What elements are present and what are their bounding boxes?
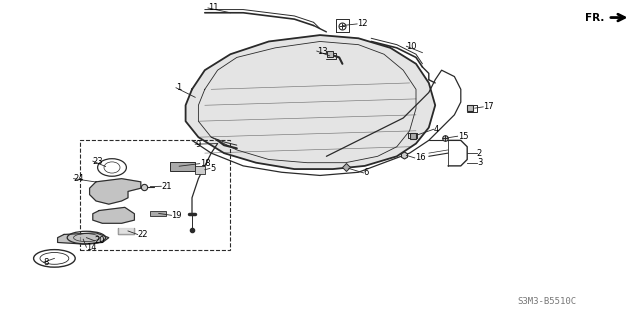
Bar [80, 140, 230, 250]
Text: 15: 15 [458, 132, 468, 141]
Text: 12: 12 [357, 19, 367, 28]
Text: 2: 2 [477, 149, 482, 158]
Bar [195, 166, 205, 174]
Bar [170, 162, 195, 171]
Polygon shape [118, 228, 134, 234]
Bar [150, 211, 166, 216]
Text: 21: 21 [161, 182, 172, 191]
Text: 17: 17 [483, 102, 494, 111]
Text: 20: 20 [95, 236, 105, 245]
Text: 9: 9 [195, 140, 200, 149]
Text: 24: 24 [74, 174, 84, 183]
Text: 14: 14 [86, 243, 97, 252]
Text: 1: 1 [176, 83, 181, 92]
Text: 13: 13 [317, 47, 328, 56]
Text: 4: 4 [434, 125, 439, 134]
Text: 5: 5 [210, 164, 215, 173]
Polygon shape [93, 207, 134, 223]
Text: 23: 23 [93, 157, 104, 166]
Text: 18: 18 [200, 159, 211, 168]
Text: 11: 11 [208, 4, 218, 12]
Text: 19: 19 [172, 211, 182, 220]
Text: S3M3-B5510C: S3M3-B5510C [518, 297, 577, 306]
Polygon shape [90, 179, 141, 204]
Polygon shape [58, 233, 109, 244]
Text: 3: 3 [477, 158, 482, 167]
Text: 10: 10 [406, 42, 417, 51]
Text: FR.: FR. [586, 12, 605, 23]
Text: 8: 8 [44, 258, 49, 267]
Polygon shape [186, 35, 435, 169]
Text: 6: 6 [364, 168, 369, 177]
Text: 22: 22 [138, 230, 148, 239]
Text: 16: 16 [415, 153, 426, 162]
